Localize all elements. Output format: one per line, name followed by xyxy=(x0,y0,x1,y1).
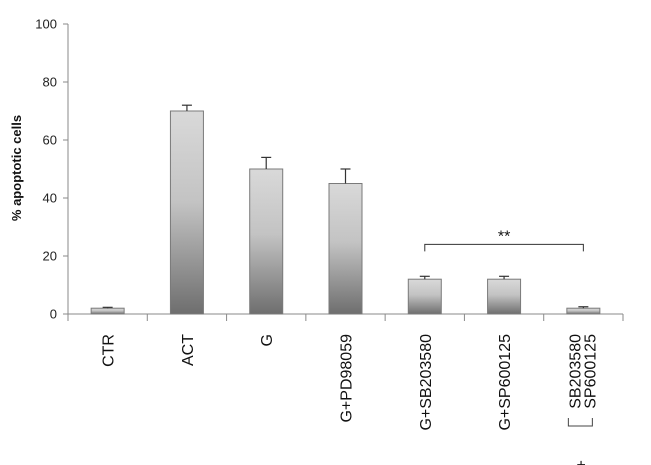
error-bars xyxy=(102,104,589,309)
y-tick-label: 80 xyxy=(43,75,57,90)
bar xyxy=(328,183,363,315)
significance-bracket xyxy=(424,243,584,252)
y-axis: 0 20 40 60 80 100 xyxy=(35,17,69,322)
y-tick-label: 0 xyxy=(50,307,57,322)
y-tick-label: 40 xyxy=(43,191,57,206)
x-category-label: SB203580 xyxy=(567,334,584,409)
bar xyxy=(249,168,284,315)
bar xyxy=(487,278,522,315)
bar xyxy=(566,307,601,315)
x-category-label: G+PD98059 xyxy=(339,334,356,423)
significance-label: ** xyxy=(498,228,510,245)
x-category-label: G+SP600125 xyxy=(497,334,514,431)
y-tick-label: 100 xyxy=(35,17,57,32)
x-category-label: ACT xyxy=(180,334,197,366)
x-category-label-prefix: G+ xyxy=(573,460,590,465)
label-bracket xyxy=(567,418,593,427)
x-category-label: CTR xyxy=(101,334,118,367)
x-category-label: G+SB203580 xyxy=(418,334,435,431)
y-axis-label: % apoptotic cells xyxy=(9,115,24,221)
x-category-label: SP600125 xyxy=(582,334,599,409)
x-axis: CTR ACT G G+PD98059 G+SB203580 G+SP600125 SB20… xyxy=(67,313,624,465)
y-tick-label: 60 xyxy=(43,133,57,148)
bar xyxy=(169,110,204,315)
bars xyxy=(90,110,601,315)
significance-annotation: ** xyxy=(424,228,584,252)
bar xyxy=(90,307,125,315)
y-tick-label: 20 xyxy=(43,249,57,264)
bar xyxy=(407,278,442,315)
x-category-label: G xyxy=(259,334,276,346)
